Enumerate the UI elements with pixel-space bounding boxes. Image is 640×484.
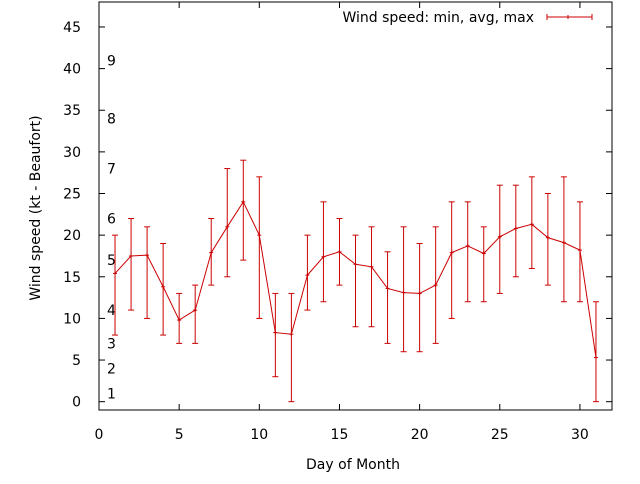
y-tick-label: 0 [72, 395, 81, 411]
beaufort-label: 3 [107, 336, 116, 352]
beaufort-label: 4 [107, 303, 116, 319]
beaufort-label: 5 [107, 253, 116, 269]
x-tick-label: 15 [331, 427, 349, 443]
legend-label: Wind speed: min, avg, max [342, 10, 534, 26]
beaufort-label: 9 [107, 53, 116, 69]
x-axis-label: Day of Month [306, 457, 400, 473]
y-tick-label: 25 [63, 187, 81, 203]
beaufort-label: 8 [107, 112, 116, 128]
y-tick-label: 35 [63, 103, 81, 119]
y-tick-label: 20 [63, 228, 81, 244]
x-tick-label: 30 [571, 427, 589, 443]
y-tick-label: 10 [63, 311, 81, 327]
x-tick-label: 5 [175, 427, 184, 443]
x-tick-label: 25 [491, 427, 509, 443]
plot-frame [98, 1, 613, 411]
beaufort-label: 2 [107, 361, 116, 377]
y-tick-label: 40 [63, 62, 81, 78]
y-tick-label: 5 [72, 353, 81, 369]
x-tick-label: 20 [411, 427, 429, 443]
beaufort-label: 1 [107, 386, 116, 402]
x-tick-label: 0 [95, 427, 104, 443]
x-tick-label: 10 [250, 427, 268, 443]
y-axis-label: Wind speed (kt - Beaufort) [28, 115, 44, 300]
y-tick-label: 15 [63, 270, 81, 286]
y-tick-label: 45 [63, 20, 81, 36]
y-tick-label: 30 [63, 145, 81, 161]
beaufort-label: 6 [107, 211, 116, 227]
beaufort-label: 7 [107, 162, 116, 178]
